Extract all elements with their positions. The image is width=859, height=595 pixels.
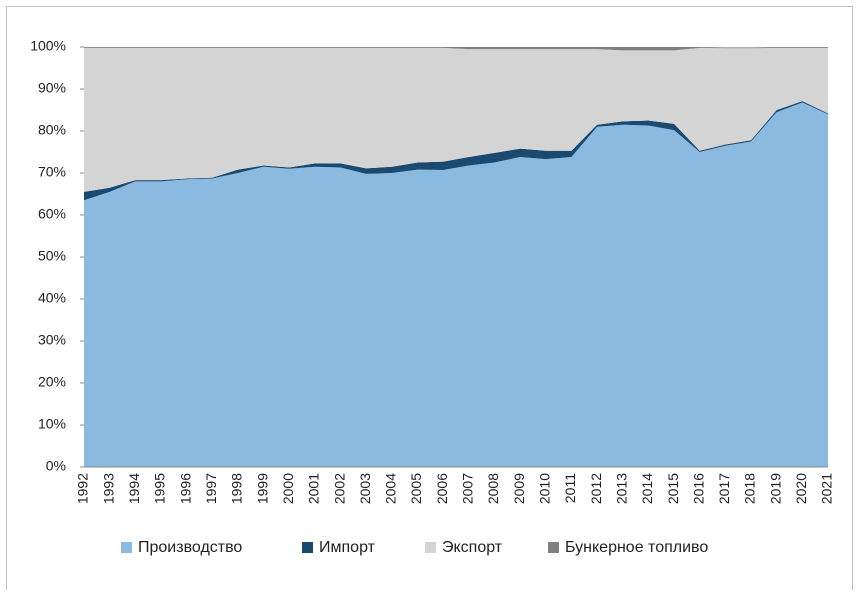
- x-tick-label: 2007: [460, 473, 476, 504]
- chart-frame: [6, 6, 853, 595]
- legend-label: Производство: [138, 539, 242, 556]
- x-tick-label: 1996: [177, 473, 193, 504]
- x-tick-label: 2004: [383, 473, 399, 504]
- y-tick-label: 60%: [38, 206, 66, 222]
- x-tick-label: 2009: [511, 473, 527, 504]
- x-tick-label: 2021: [819, 473, 835, 504]
- area: [84, 47, 828, 192]
- y-tick-label: 30%: [38, 332, 66, 348]
- y-tick-label: 90%: [38, 80, 66, 96]
- area: [84, 47, 828, 51]
- x-tick-label: 2008: [485, 473, 501, 504]
- y-tick-label: 20%: [38, 374, 66, 390]
- x-tick-label: 2003: [357, 473, 373, 504]
- x-tick-label: 2000: [280, 473, 296, 504]
- y-tick-label: 70%: [38, 164, 66, 180]
- x-tick-label: 2020: [793, 473, 809, 504]
- x-tick-label: 2018: [742, 473, 758, 504]
- legend-label: Импорт: [319, 539, 376, 556]
- x-tick-label: 2006: [434, 473, 450, 504]
- x-tick-label: 2014: [639, 473, 655, 504]
- x-tick-label: 2015: [665, 473, 681, 504]
- x-tick-label: 2016: [690, 473, 706, 504]
- x-tick-label: 2017: [716, 473, 732, 504]
- y-tick-label: 50%: [38, 248, 66, 264]
- legend-label: Бункерное топливо: [565, 539, 708, 556]
- y-tick-label: 100%: [30, 38, 66, 54]
- y-tick-label: 0%: [46, 458, 66, 474]
- legend-label: Экспорт: [442, 539, 503, 556]
- area: [84, 102, 828, 467]
- x-tick-label: 2011: [562, 473, 578, 503]
- y-tick-label: 40%: [38, 290, 66, 306]
- legend-swatch: [548, 542, 559, 553]
- x-tick-label: 1994: [126, 473, 142, 504]
- x-tick-label: 2012: [588, 473, 604, 504]
- x-tick-label: 1995: [152, 473, 168, 504]
- x-tick-label: 2019: [767, 473, 783, 504]
- legend-swatch: [302, 542, 313, 553]
- legend-swatch: [121, 542, 132, 553]
- x-tick-label: 1992: [75, 473, 91, 504]
- y-tick-label: 10%: [38, 416, 66, 432]
- y-tick-label: 80%: [38, 122, 66, 138]
- x-tick-label: 2002: [331, 473, 347, 504]
- x-tick-label: 2013: [613, 473, 629, 504]
- x-tick-label: 1993: [100, 473, 116, 504]
- x-tick-label: 1998: [229, 473, 245, 504]
- x-tick-label: 1997: [203, 473, 219, 504]
- x-tick-label: 2010: [536, 473, 552, 504]
- legend-swatch: [425, 542, 436, 553]
- x-tick-label: 1999: [254, 473, 270, 504]
- x-tick-label: 2001: [306, 473, 322, 504]
- x-tick-label: 2005: [408, 473, 424, 504]
